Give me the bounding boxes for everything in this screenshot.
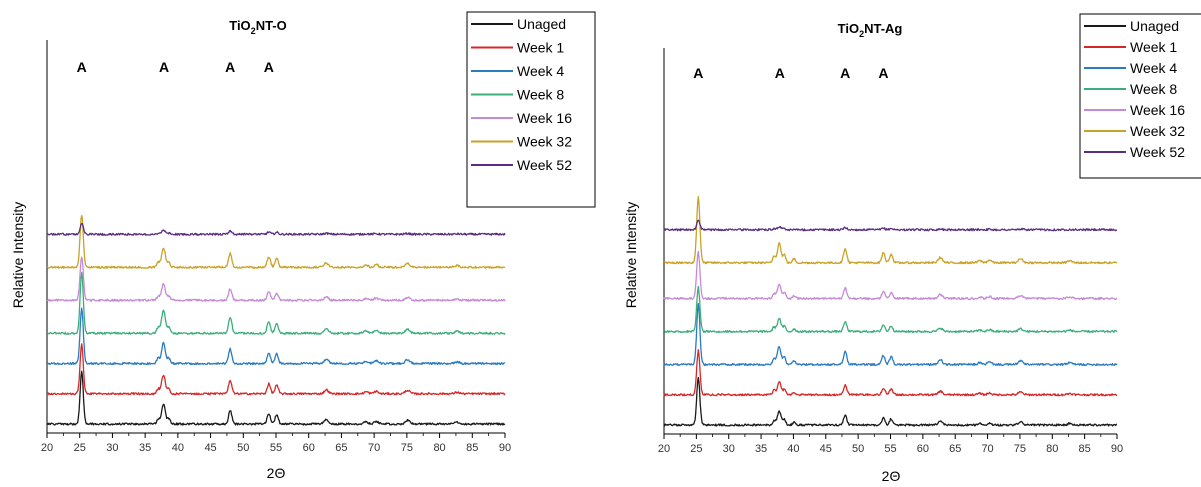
series-line-week-1: [46, 343, 506, 396]
legend-box: [466, 11, 596, 208]
x-tick-label: 50: [237, 442, 249, 454]
legend-box: [1079, 13, 1201, 179]
x-tick-label: 45: [820, 443, 832, 455]
peak-label-anatase: A: [225, 59, 235, 75]
legend-label-week-52: Week 52: [1130, 144, 1185, 160]
x-tick-label: 60: [303, 442, 315, 454]
x-tick-label: 70: [368, 442, 380, 454]
peak-label-anatase: A: [159, 59, 169, 75]
y-axis-label: Relative Intensity: [10, 202, 26, 309]
legend: Unaged Week 1 Week 4 Week 8 Week 16 Week 32 We…: [1079, 13, 1201, 179]
series-line-week-52: [663, 219, 1118, 232]
legend-label-unaged: Unaged: [517, 16, 566, 32]
series-line-unaged: [46, 370, 506, 426]
x-tick-label: 30: [106, 442, 118, 454]
x-tick-label: 60: [917, 443, 929, 455]
x-tick-label: 90: [1111, 443, 1123, 455]
x-tick-label: 20: [41, 442, 53, 454]
x-tick-label: 75: [1014, 443, 1026, 455]
series-line-week-8: [46, 271, 506, 335]
x-tick-label: 80: [433, 442, 445, 454]
plot-area: 20 25 30 35 40 45 50 55 60 65 70 75 80 85 90 A A A A: [658, 48, 1123, 455]
peak-label-anatase: A: [878, 65, 888, 81]
peak-label-anatase: A: [693, 65, 703, 81]
x-tick-label: 25: [690, 443, 702, 455]
chart-tio2nt-o: TiO2NT-O 20 25 30 35 40 45 50 55 60 65 70 75 80 85 90 A…: [10, 11, 596, 481]
x-tick-label: 40: [787, 443, 799, 455]
plot-area: 20 25 30 35 40 45 50 55 60 65 70 75 80 85 90 A A A A: [41, 40, 511, 454]
series-line-week-52: [46, 222, 506, 236]
legend-label-week-8: Week 8: [1130, 81, 1177, 97]
x-tick-label: 35: [755, 443, 767, 455]
peak-label-anatase: A: [775, 65, 785, 81]
legend-label-week-1: Week 1: [517, 40, 564, 56]
legend-label-week-32: Week 32: [1130, 123, 1185, 139]
x-tick-label: 20: [658, 443, 670, 455]
x-tick-label: 40: [172, 442, 184, 454]
x-tick-label: 25: [74, 442, 86, 454]
series-line-week-32: [663, 196, 1118, 265]
peak-label-anatase: A: [77, 59, 87, 75]
x-axis-label: 2Θ: [267, 465, 286, 481]
x-tick-label: 65: [949, 443, 961, 455]
legend-label-week-4: Week 4: [517, 63, 564, 79]
chart-tio2nt-ag: TiO2NT-Ag 20 25 30 35 40 45 50 55 60 65 70 75 80 85 90…: [623, 13, 1201, 484]
x-tick-label: 35: [139, 442, 151, 454]
x-tick-label: 75: [401, 442, 413, 454]
series-line-week-4: [46, 307, 506, 366]
legend-label-week-16: Week 16: [1130, 102, 1185, 118]
series-line-week-4: [663, 303, 1118, 367]
x-tick-label: 65: [335, 442, 347, 454]
legend-label-week-32: Week 32: [517, 134, 572, 150]
legend-label-week-52: Week 52: [517, 157, 572, 173]
x-tick-label: 85: [466, 442, 478, 454]
series-line-week-1: [663, 349, 1118, 397]
x-tick-label: 70: [981, 443, 993, 455]
peak-label-anatase: A: [840, 65, 850, 81]
legend-label-week-16: Week 16: [517, 110, 572, 126]
x-tick-label: 80: [1046, 443, 1058, 455]
series-line-week-16: [663, 250, 1118, 301]
x-axis-label: 2Θ: [882, 468, 901, 484]
x-tick-label: 55: [884, 443, 896, 455]
series-line-week-16: [46, 256, 506, 302]
series-line-unaged: [663, 376, 1118, 427]
series-line-week-32: [46, 214, 506, 269]
legend-label-unaged: Unaged: [1130, 18, 1179, 34]
series-line-week-8: [663, 285, 1118, 334]
peak-label-anatase: A: [264, 59, 274, 75]
legend-label-week-8: Week 8: [517, 87, 564, 103]
x-tick-label: 90: [499, 442, 511, 454]
x-tick-label: 85: [1079, 443, 1091, 455]
chart-title: TiO2NT-O: [229, 18, 287, 36]
legend-label-week-1: Week 1: [1130, 39, 1177, 55]
x-tick-label: 30: [723, 443, 735, 455]
y-axis-label: Relative Intensity: [623, 202, 639, 309]
legend: Unaged Week 1 Week 4 Week 8 Week 16 Week 32 We…: [466, 11, 596, 208]
chart-title: TiO2NT-Ag: [838, 21, 903, 39]
x-tick-label: 50: [852, 443, 864, 455]
x-tick-label: 45: [204, 442, 216, 454]
legend-label-week-4: Week 4: [1130, 60, 1177, 76]
x-tick-label: 55: [270, 442, 282, 454]
